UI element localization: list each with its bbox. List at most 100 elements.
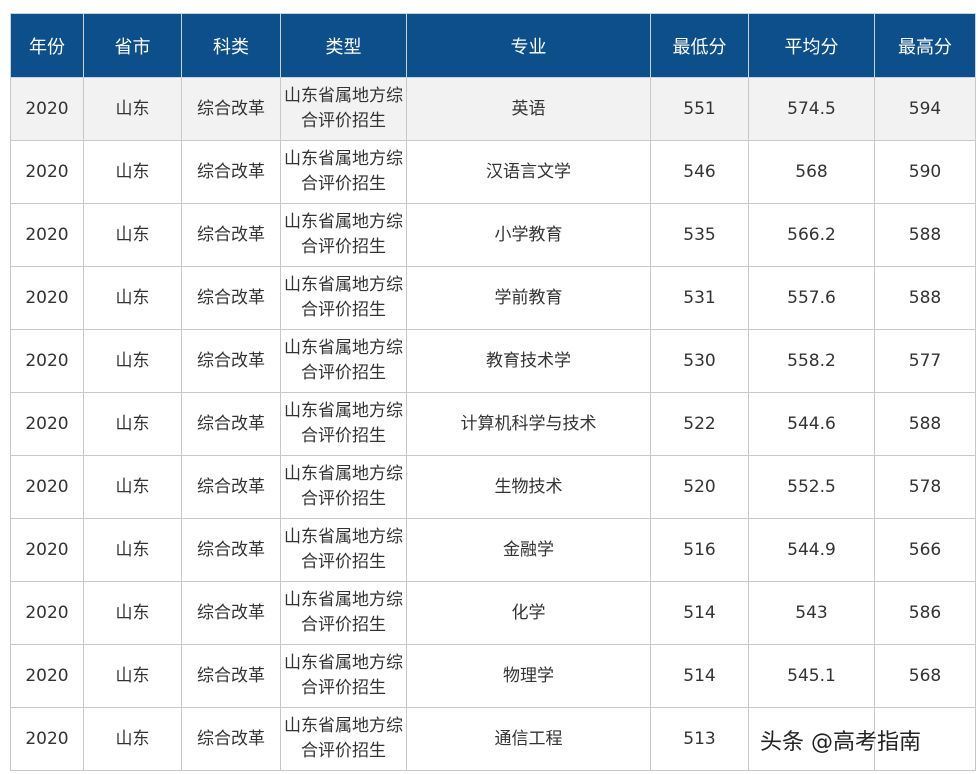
table-cell: 综合改革	[181, 140, 281, 204]
table-cell: 535	[650, 203, 749, 267]
header-row: 年份 省市 科类 类型 专业 最低分 平均分 最高分	[10, 13, 976, 78]
table-cell: 594	[874, 77, 976, 141]
table-cell: 综合改革	[181, 266, 281, 330]
table-cell: 578	[874, 455, 976, 519]
table-row: 2020 山东 综合改革 山东省属地方综合评价招生 英语 551 574.5 594	[10, 77, 976, 141]
table-cell: 566.2	[748, 203, 875, 267]
table-cell: 综合改革	[181, 518, 281, 582]
header-cell: 年份	[10, 13, 84, 78]
table-cell: 577	[874, 329, 976, 393]
table-cell: 综合改革	[181, 581, 281, 645]
table-cell: 山东省属地方综合评价招生	[280, 203, 407, 267]
table-cell: 山东省属地方综合评价招生	[280, 518, 407, 582]
table-row: 2020 山东 综合改革 山东省属地方综合评价招生 汉语言文学 546 568 590	[10, 140, 976, 204]
table-cell: 516	[650, 518, 749, 582]
header-cell: 专业	[406, 13, 651, 78]
table-cell: 山东	[83, 392, 182, 456]
table-cell	[748, 707, 875, 771]
table-cell: 514	[650, 581, 749, 645]
table-cell: 山东	[83, 518, 182, 582]
table-cell: 英语	[406, 77, 651, 141]
table-cell: 2020	[10, 140, 84, 204]
table-cell: 综合改革	[181, 203, 281, 267]
table-cell: 山东省属地方综合评价招生	[280, 581, 407, 645]
table-cell: 588	[874, 392, 976, 456]
header-cell: 平均分	[748, 13, 875, 78]
table-cell: 山东	[83, 140, 182, 204]
table-cell: 557.6	[748, 266, 875, 330]
table-cell: 588	[874, 266, 976, 330]
table-cell: 山东	[83, 581, 182, 645]
table-row: 2020 山东 综合改革 山东省属地方综合评价招生 物理学 514 545.1 568	[10, 644, 976, 708]
table-cell: 530	[650, 329, 749, 393]
table-cell: 544.9	[748, 518, 875, 582]
table-row: 2020 山东 综合改革 山东省属地方综合评价招生 化学 514 543 586	[10, 581, 976, 645]
table-cell: 综合改革	[181, 455, 281, 519]
table-cell: 2020	[10, 518, 84, 582]
table-row: 2020 山东 综合改革 山东省属地方综合评价招生 计算机科学与技术 522 544.6 58…	[10, 392, 976, 456]
table-cell: 综合改革	[181, 707, 281, 771]
table-cell: 综合改革	[181, 392, 281, 456]
table-cell: 综合改革	[181, 329, 281, 393]
table-cell: 544.6	[748, 392, 875, 456]
table-cell: 586	[874, 581, 976, 645]
table-cell: 山东省属地方综合评价招生	[280, 644, 407, 708]
table-cell: 山东	[83, 455, 182, 519]
header-cell: 最高分	[874, 13, 976, 78]
table-cell: 汉语言文学	[406, 140, 651, 204]
table-cell: 教育技术学	[406, 329, 651, 393]
table-cell: 山东	[83, 266, 182, 330]
table-cell: 2020	[10, 581, 84, 645]
table-cell: 化学	[406, 581, 651, 645]
table-row: 2020 山东 综合改革 山东省属地方综合评价招生 学前教育 531 557.6 588	[10, 266, 976, 330]
table-cell: 山东省属地方综合评价招生	[280, 707, 407, 771]
table-cell	[874, 707, 976, 771]
table-cell: 综合改革	[181, 77, 281, 141]
table-cell: 山东省属地方综合评价招生	[280, 77, 407, 141]
table-row: 2020 山东 综合改革 山东省属地方综合评价招生 生物技术 520 552.5 578	[10, 455, 976, 519]
table-row: 2020 山东 综合改革 山东省属地方综合评价招生 通信工程 513	[10, 707, 976, 771]
table-cell: 山东	[83, 707, 182, 771]
header-cell: 最低分	[650, 13, 749, 78]
table-cell: 513	[650, 707, 749, 771]
watermark: 头条 @高考指南	[760, 730, 921, 755]
table-cell: 2020	[10, 203, 84, 267]
table-cell: 520	[650, 455, 749, 519]
table-cell: 山东	[83, 644, 182, 708]
header-cell: 省市	[83, 13, 182, 78]
table-cell: 531	[650, 266, 749, 330]
table-cell: 546	[650, 140, 749, 204]
table-cell: 山东	[83, 77, 182, 141]
table-cell: 2020	[10, 455, 84, 519]
table-cell: 山东省属地方综合评价招生	[280, 266, 407, 330]
table-cell: 588	[874, 203, 976, 267]
table-cell: 2020	[10, 392, 84, 456]
header-cell: 类型	[280, 13, 407, 78]
table-cell: 通信工程	[406, 707, 651, 771]
table-cell: 2020	[10, 329, 84, 393]
table-cell: 山东	[83, 203, 182, 267]
table-cell: 生物技术	[406, 455, 651, 519]
table-cell: 514	[650, 644, 749, 708]
table-cell: 568	[874, 644, 976, 708]
table-cell: 山东省属地方综合评价招生	[280, 392, 407, 456]
table-cell: 543	[748, 581, 875, 645]
table-cell: 金融学	[406, 518, 651, 582]
table-cell: 545.1	[748, 644, 875, 708]
table-cell: 574.5	[748, 77, 875, 141]
table-cell: 558.2	[748, 329, 875, 393]
table-row: 2020 山东 综合改革 山东省属地方综合评价招生 金融学 516 544.9 566	[10, 518, 976, 582]
table-cell: 2020	[10, 266, 84, 330]
table-cell: 522	[650, 392, 749, 456]
table-cell: 2020	[10, 644, 84, 708]
header-cell: 科类	[181, 13, 281, 78]
table-body: 2020 山东 综合改革 山东省属地方综合评价招生 英语 551 574.5 594 2020 山…	[10, 77, 976, 771]
table-cell: 计算机科学与技术	[406, 392, 651, 456]
table-cell: 568	[748, 140, 875, 204]
table-cell: 山东省属地方综合评价招生	[280, 455, 407, 519]
table-cell: 590	[874, 140, 976, 204]
table-cell: 小学教育	[406, 203, 651, 267]
table-cell: 山东省属地方综合评价招生	[280, 140, 407, 204]
table-cell: 552.5	[748, 455, 875, 519]
